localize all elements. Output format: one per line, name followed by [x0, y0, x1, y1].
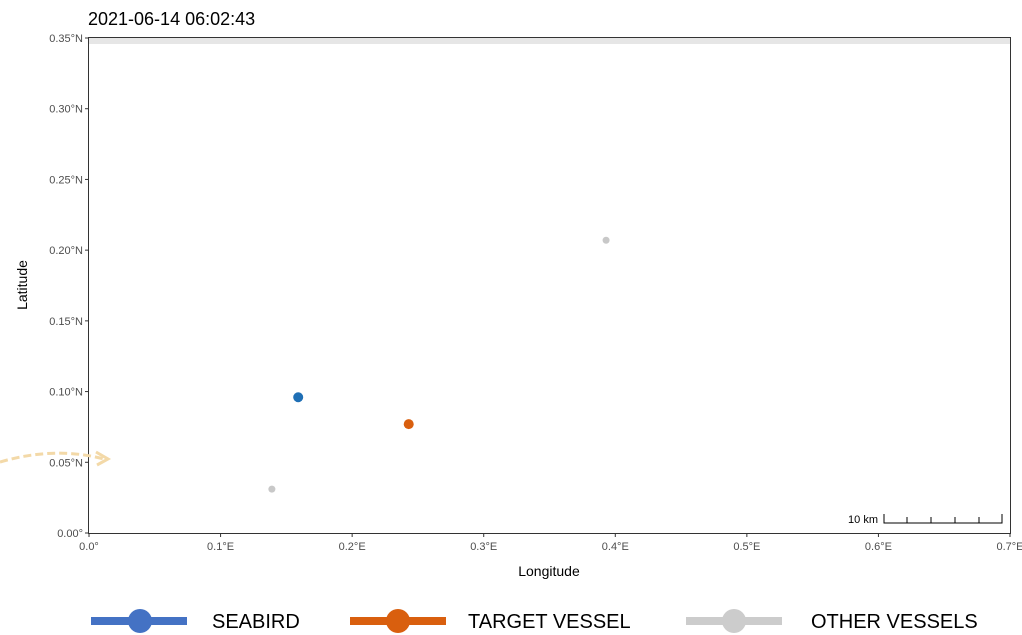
y-tick-label: 0.05°N	[49, 457, 83, 469]
x-tick-label: 0.3°E	[470, 541, 497, 553]
top-band	[89, 38, 1010, 44]
y-tick-label: 0.25°N	[49, 174, 83, 186]
x-tick-label: 0.6°E	[865, 541, 892, 553]
chart-title: 2021-06-14 06:02:43	[88, 9, 255, 29]
y-tick-label: 0.30°N	[49, 104, 83, 116]
x-tick-label: 0.7°E	[996, 541, 1022, 553]
data-points	[268, 236, 610, 493]
y-tick-label: 0.00°	[57, 528, 83, 540]
x-tick-label: 0.2°E	[339, 541, 366, 553]
legend-marker-target-vessel	[386, 609, 410, 633]
x-tick-label: 0.0°	[79, 541, 99, 553]
legend-marker-other-vessels	[722, 609, 746, 633]
x-axis: 0.0° 0.1°E 0.2°E 0.3°E 0.4°E 0.5°E 0.6°E 0.7°E	[79, 533, 1022, 553]
x-tick-label: 0.5°E	[733, 541, 760, 553]
arrow-head-decoration	[95, 450, 112, 467]
point-target-vessel	[403, 419, 414, 430]
point-other-vessels	[602, 236, 610, 244]
y-axis: 0.00° 0.05°N 0.10°N 0.15°N 0.20°N 0.25°N 0.30°…	[49, 33, 89, 540]
legend-label-seabird: SEABIRD	[212, 611, 300, 633]
point-other-vessels	[268, 485, 276, 493]
legend: SEABIRD TARGET VESSEL OTHER VESSELS	[91, 609, 978, 633]
scale-bar-label: 10 km	[848, 514, 878, 526]
y-tick-label: 0.15°N	[49, 316, 83, 328]
point-seabird	[293, 392, 304, 403]
legend-label-other-vessels: OTHER VESSELS	[811, 611, 978, 633]
x-tick-label: 0.1°E	[207, 541, 234, 553]
legend-marker-seabird	[128, 609, 152, 633]
dashed-arrow-decoration	[0, 451, 105, 464]
plot-panel	[88, 37, 1011, 534]
x-tick-label: 0.4°E	[602, 541, 629, 553]
y-tick-label: 0.35°N	[49, 33, 83, 45]
legend-label-target-vessel: TARGET VESSEL	[468, 611, 631, 633]
scale-bar-line	[883, 514, 1003, 524]
x-axis-title: Longitude	[518, 563, 580, 579]
y-tick-label: 0.20°N	[49, 245, 83, 257]
y-axis-title: Latitude	[14, 260, 30, 310]
y-tick-label: 0.10°N	[49, 387, 83, 399]
scale-bar: 10 km	[848, 514, 1003, 526]
